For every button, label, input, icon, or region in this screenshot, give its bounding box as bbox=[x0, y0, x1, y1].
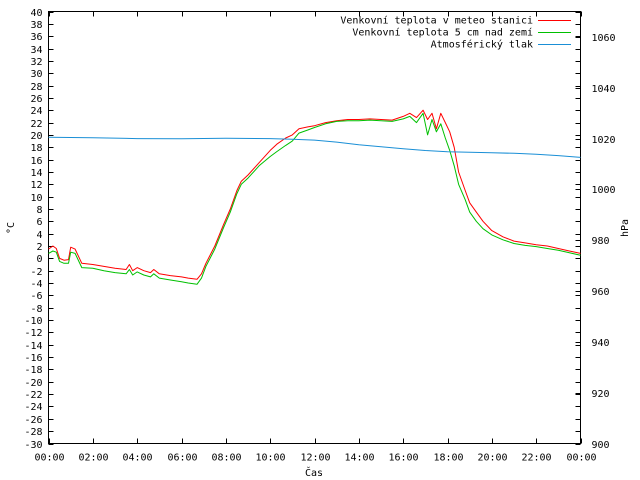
left-tick-label: -28 bbox=[24, 427, 42, 438]
left-tick-label: 28 bbox=[30, 82, 42, 93]
legend-label-1: Venkovní teplota 5 cm nad zemí bbox=[352, 27, 533, 39]
left-tick-label: 40 bbox=[30, 8, 42, 19]
left-tick-label: 22 bbox=[30, 119, 42, 130]
series-lines bbox=[48, 109, 581, 285]
left-tick-label: -10 bbox=[24, 316, 42, 327]
right-tick-label: 960 bbox=[592, 287, 610, 298]
series-line-2 bbox=[48, 136, 581, 158]
left-tick-label: 30 bbox=[30, 69, 42, 80]
left-tick-label: 8 bbox=[36, 205, 42, 216]
left-tick-label: 2 bbox=[36, 242, 42, 253]
x-tick-label: 18:00 bbox=[433, 453, 463, 464]
x-axis-ticks: 00:00 02:00 04:00 06:00 08:00 10:00 12:00 14:00… bbox=[34, 11, 597, 464]
right-tick-label: 900 bbox=[592, 440, 610, 451]
left-tick-label: 36 bbox=[30, 32, 42, 43]
left-tick-label: 12 bbox=[30, 180, 42, 191]
left-tick-label: -18 bbox=[24, 365, 42, 376]
x-tick-label: 08:00 bbox=[211, 453, 241, 464]
left-tick-label: -6 bbox=[30, 291, 42, 302]
left-tick-label: 0 bbox=[36, 254, 42, 265]
right-tick-label: 1000 bbox=[592, 185, 616, 196]
x-tick-label: 02:00 bbox=[78, 453, 108, 464]
left-tick-label: -4 bbox=[30, 279, 42, 290]
x-tick-label: 00:00 bbox=[566, 453, 596, 464]
left-tick-label: 16 bbox=[30, 156, 42, 167]
left-tick-label: 24 bbox=[30, 106, 42, 117]
right-axis-ticks: 1060 1040 1020 1000 980 960 940 920 900 bbox=[575, 33, 616, 451]
series-line-1 bbox=[48, 112, 581, 285]
x-tick-label: 14:00 bbox=[344, 453, 374, 464]
plot-frame bbox=[48, 11, 581, 444]
left-tick-label: -14 bbox=[24, 341, 42, 352]
left-tick-label: -2 bbox=[30, 267, 42, 278]
right-tick-label: 1020 bbox=[592, 135, 616, 146]
series-line-0 bbox=[48, 109, 581, 280]
x-tick-label: 06:00 bbox=[167, 453, 197, 464]
right-tick-label: 1040 bbox=[592, 84, 616, 95]
left-tick-label: -8 bbox=[30, 304, 42, 315]
left-tick-label: 38 bbox=[30, 20, 42, 31]
legend-label-2: Atmosférický tlak bbox=[431, 39, 533, 51]
left-tick-label: -16 bbox=[24, 353, 42, 364]
left-tick-label: -30 bbox=[24, 440, 42, 451]
x-tick-label: 10:00 bbox=[255, 453, 285, 464]
left-tick-label: -12 bbox=[24, 328, 42, 339]
x-tick-label: 22:00 bbox=[521, 453, 551, 464]
x-tick-label: 00:00 bbox=[34, 453, 64, 464]
x-tick-label: 16:00 bbox=[388, 453, 418, 464]
x-tick-label: 04:00 bbox=[122, 453, 152, 464]
legend: Venkovní teplota v meteo staniciVenkovní… bbox=[340, 15, 571, 51]
left-tick-label: 20 bbox=[30, 131, 42, 142]
left-tick-label: 6 bbox=[36, 217, 42, 228]
legend-label-0: Venkovní teplota v meteo stanici bbox=[340, 15, 533, 27]
x-tick-label: 12:00 bbox=[300, 453, 330, 464]
x-axis-label: Čas bbox=[305, 466, 323, 479]
left-tick-label: 26 bbox=[30, 94, 42, 105]
right-tick-label: 920 bbox=[592, 389, 610, 400]
left-tick-label: -20 bbox=[24, 378, 42, 389]
right-tick-label: 980 bbox=[592, 236, 610, 247]
left-tick-label: -22 bbox=[24, 390, 42, 401]
left-tick-label: 14 bbox=[30, 168, 42, 179]
left-tick-label: 32 bbox=[30, 57, 42, 68]
left-tick-label: 18 bbox=[30, 143, 42, 154]
left-tick-label: -24 bbox=[24, 402, 42, 413]
y-axis-label-right: hPa bbox=[620, 219, 631, 237]
right-tick-label: 940 bbox=[592, 338, 610, 349]
left-tick-label: -26 bbox=[24, 415, 42, 426]
left-tick-label: 10 bbox=[30, 193, 42, 204]
left-tick-label: 4 bbox=[36, 230, 42, 241]
left-axis-ticks: 4038363432302826242220181614121086420-2-… bbox=[24, 8, 581, 451]
y-axis-label-left: °C bbox=[6, 222, 17, 234]
right-tick-label: 1060 bbox=[592, 33, 616, 44]
left-tick-label: 34 bbox=[30, 45, 42, 56]
x-tick-label: 20:00 bbox=[477, 453, 507, 464]
